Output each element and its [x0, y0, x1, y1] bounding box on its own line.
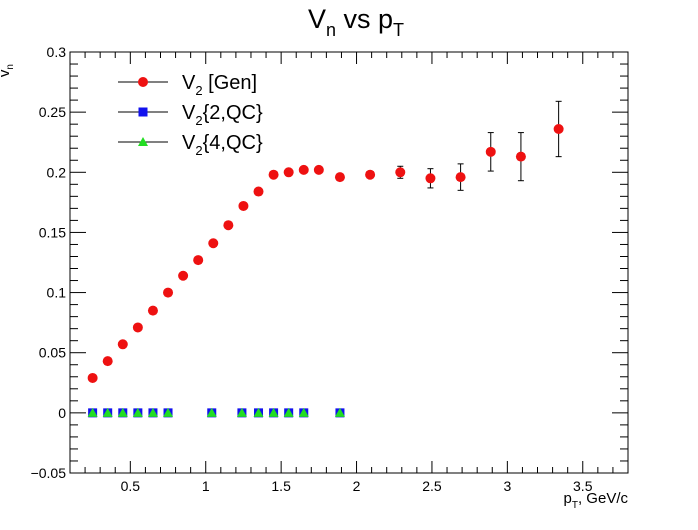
data-point: [147, 305, 158, 316]
legend-label-main: V: [182, 72, 196, 94]
y-tick-label: 0.15: [39, 224, 66, 240]
y-tick-label: −0.05: [31, 465, 67, 481]
data-point: [223, 220, 234, 231]
data-point: [298, 164, 309, 175]
data-point: [236, 407, 247, 417]
xlabel-sub: T: [572, 500, 578, 511]
legend-label-main: V: [182, 132, 196, 154]
x-tick-label: 1.5: [271, 478, 291, 494]
data-point: [238, 200, 249, 211]
legend-label-sub: 2: [195, 83, 202, 98]
data-point: [313, 164, 324, 175]
series-1: [87, 100, 564, 383]
data-point: [102, 356, 113, 367]
data-point: [334, 172, 345, 183]
data-point: [163, 287, 174, 298]
x-tick-label: 2.5: [422, 478, 442, 494]
xlabel-main: p: [564, 490, 572, 507]
y-axis-label: vn: [0, 64, 16, 77]
data-point: [334, 407, 345, 417]
data-layer: [87, 100, 564, 418]
legend-entry-3: V2{4,QC}: [118, 132, 263, 158]
data-point: [87, 407, 98, 417]
chart-title: Vn vs pT: [308, 4, 404, 40]
data-point: [102, 407, 113, 417]
legend-label-rest: {4,QC}: [203, 132, 263, 154]
data-point: [553, 123, 564, 134]
title-sub2: T: [393, 20, 404, 40]
data-point: [298, 407, 309, 417]
data-point: [87, 372, 98, 383]
legend-entry-2: V2{2,QC}: [118, 102, 263, 128]
data-point: [283, 167, 294, 178]
legend-marker: [138, 107, 148, 117]
legend-marker: [138, 77, 148, 87]
x-tick-label: 2: [353, 478, 361, 494]
data-point: [132, 407, 143, 417]
ylabel-sub: n: [5, 64, 16, 70]
legend-label: V2 [Gen]: [182, 72, 257, 98]
legend-label: V2{2,QC}: [182, 102, 263, 128]
y-tick-label: 0.1: [47, 285, 67, 301]
legend-label-sub: 2: [195, 113, 202, 128]
series-3: [87, 407, 345, 417]
data-point: [163, 407, 174, 417]
data-point: [455, 172, 466, 183]
legend: V2 [Gen]V2{2,QC}V2{4,QC}: [118, 72, 263, 158]
data-point: [253, 186, 264, 197]
ylabel-main: v: [0, 69, 13, 77]
data-point: [206, 407, 217, 417]
y-tick-label: 0.2: [47, 164, 67, 180]
title-sub: n: [326, 20, 336, 40]
data-point: [253, 407, 264, 417]
title-mid: vs p: [336, 4, 393, 34]
xlabel-rest: , GeV/c: [578, 490, 629, 507]
legend-entry-1: V2 [Gen]: [118, 72, 257, 98]
data-point: [208, 238, 219, 249]
y-tick-label: 0.05: [39, 345, 66, 361]
data-point: [395, 167, 406, 178]
data-point: [147, 407, 158, 417]
y-tick-label: 0.3: [47, 44, 67, 60]
legend-label-sub: 2: [195, 143, 202, 158]
data-point: [178, 270, 189, 281]
y-tick-label: 0: [58, 405, 66, 421]
data-point: [425, 173, 436, 184]
data-point: [268, 169, 279, 180]
legend-label: V2{4,QC}: [182, 132, 263, 158]
plot-frame: [69, 51, 629, 474]
legend-label-main: V: [182, 102, 196, 124]
data-point: [365, 169, 376, 180]
title-main: V: [308, 4, 326, 34]
x-tick-label: 3.5: [573, 478, 593, 494]
x-tick-label: 1: [202, 478, 210, 494]
data-point: [117, 339, 128, 350]
x-tick-label: 0.5: [121, 478, 141, 494]
data-point: [515, 151, 526, 162]
x-tick-label: 3: [503, 478, 511, 494]
axes: 0.5 1 1.5 2 2.5 3 3.5 −0.05 0 0.05 0.1 0.15 0.2 0.25 0…: [31, 44, 629, 494]
plot-frame-rect: [69, 51, 629, 474]
legend-label-rest: {2,QC}: [203, 102, 263, 124]
y-tick-label: 0.25: [39, 104, 66, 120]
data-point: [193, 255, 204, 266]
legend-marker: [138, 137, 148, 146]
data-point: [132, 322, 143, 333]
legend-label-rest: [Gen]: [203, 72, 257, 94]
data-point: [117, 407, 128, 417]
x-axis-label: pT, GeV/c: [564, 490, 629, 511]
data-point: [485, 146, 496, 157]
data-point: [283, 407, 294, 417]
data-point: [268, 407, 279, 417]
